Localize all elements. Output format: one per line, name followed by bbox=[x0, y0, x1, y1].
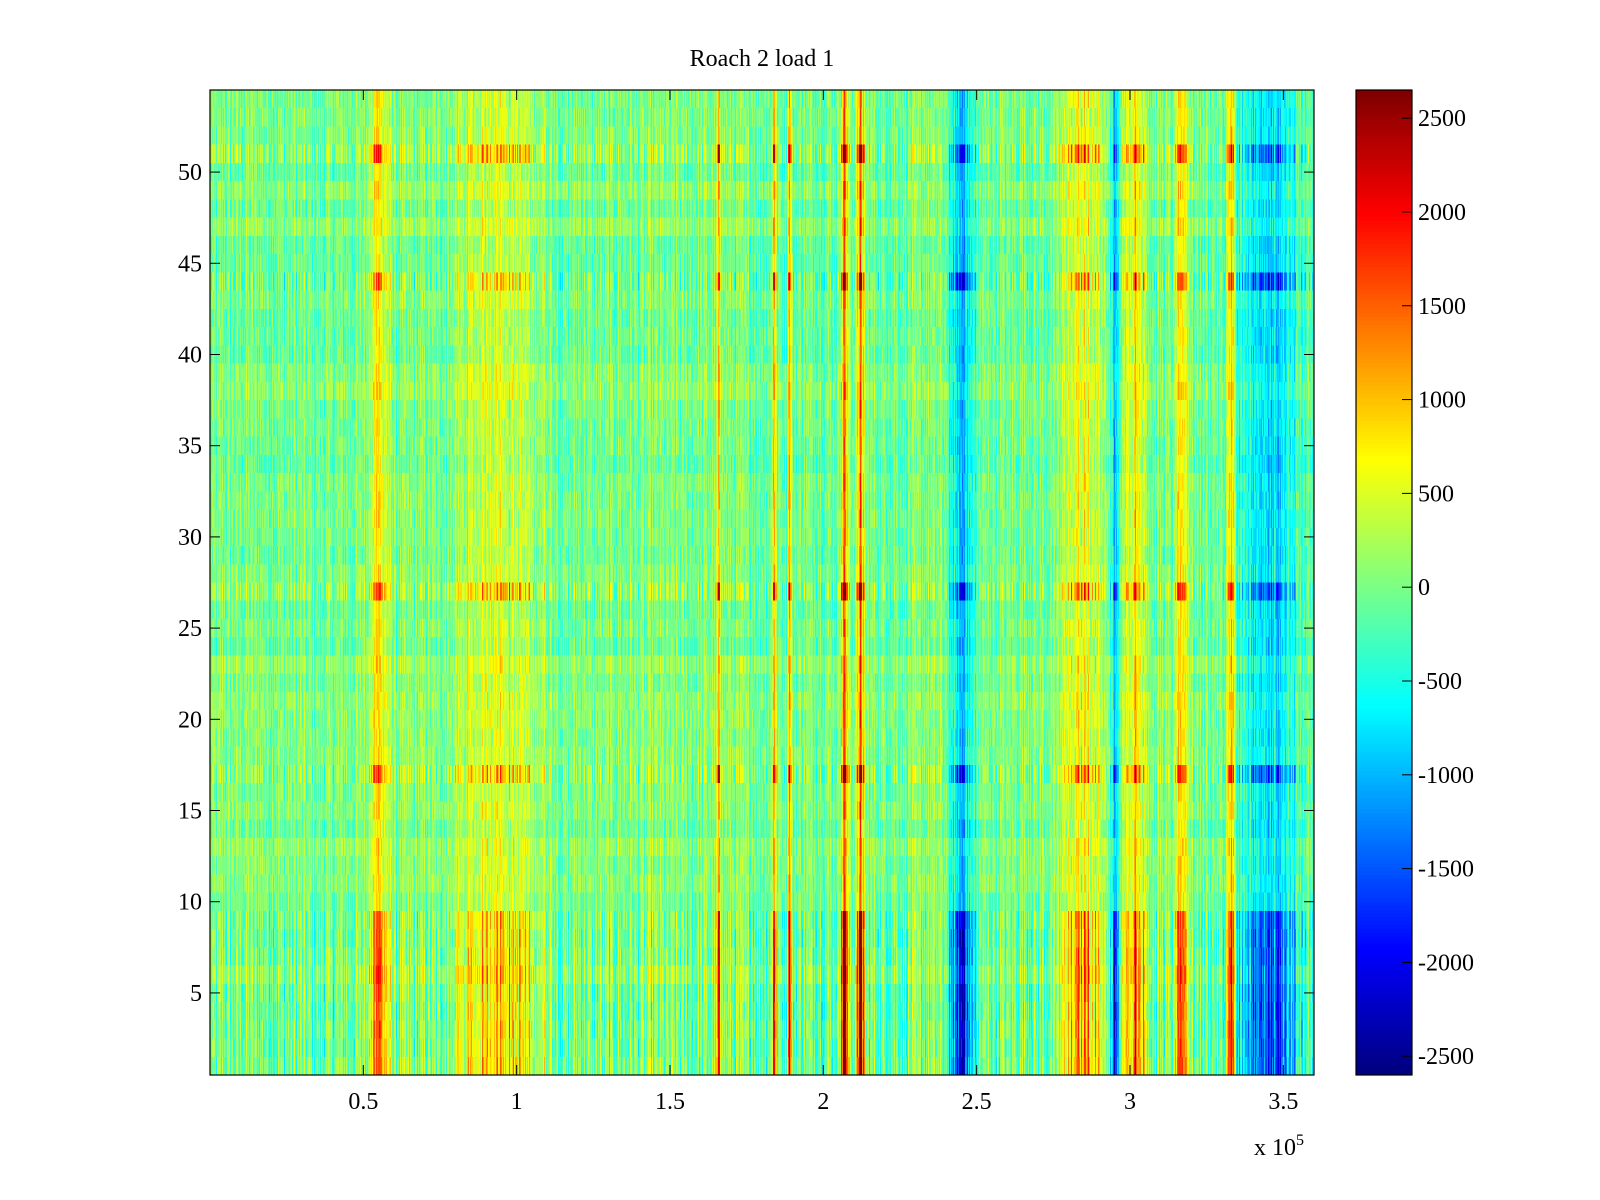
colorbar-tick-label: 2500 bbox=[1418, 106, 1466, 132]
colorbar-tick-label: -1000 bbox=[1418, 763, 1474, 789]
x-axis: 0.5 1 1.5 2 2.5 3 3.5 bbox=[348, 90, 1298, 1115]
colorbar-axis: 2500 2000 1500 1000 500 0 -500 -1000 -1500 -2000 -… bbox=[1402, 106, 1474, 1070]
y-tick-label: 15 bbox=[178, 799, 202, 825]
x-exponent-power: 5 bbox=[1296, 1132, 1304, 1149]
colorbar-frame bbox=[1355, 89, 1413, 1076]
chart-title: Roach 2 load 1 bbox=[690, 46, 835, 72]
colorbar-tick-label: 2000 bbox=[1418, 200, 1466, 226]
y-tick-label: 20 bbox=[178, 707, 202, 733]
colorbar-tick-label: 1000 bbox=[1418, 388, 1466, 414]
y-tick-label: 35 bbox=[178, 434, 202, 460]
y-tick-label: 25 bbox=[178, 616, 202, 642]
y-tick-label: 10 bbox=[178, 890, 202, 916]
colorbar-image bbox=[1356, 90, 1412, 1075]
x-tick-label: 3 bbox=[1124, 1089, 1136, 1115]
x-tick-label: 3.5 bbox=[1268, 1089, 1298, 1115]
x-tick-label: 2.5 bbox=[962, 1089, 992, 1115]
x-tick-label: 1 bbox=[511, 1089, 523, 1115]
colorbar-tick-label: 500 bbox=[1418, 481, 1454, 507]
colorbar-tick-label: 0 bbox=[1418, 575, 1430, 601]
x-tick-label: 1.5 bbox=[655, 1089, 685, 1115]
x-exponent-label: x 105 bbox=[1254, 1132, 1304, 1161]
colorbar-tick-label: 1500 bbox=[1418, 294, 1466, 320]
colorbar-tick-label: -1500 bbox=[1418, 857, 1474, 883]
colorbar-tick-label: -2000 bbox=[1418, 950, 1474, 976]
y-tick-label: 40 bbox=[178, 342, 202, 368]
y-axis: 5 10 15 20 25 30 35 40 45 50 bbox=[178, 160, 1314, 1007]
y-tick-label: 50 bbox=[178, 160, 202, 186]
x-tick-label: 0.5 bbox=[348, 1089, 378, 1115]
y-tick-label: 45 bbox=[178, 251, 202, 277]
x-exponent-base: x 10 bbox=[1254, 1135, 1296, 1161]
colorbar-tick-label: -2500 bbox=[1418, 1044, 1474, 1070]
heatmap-image bbox=[210, 90, 1314, 1075]
y-tick-label: 30 bbox=[178, 525, 202, 551]
colorbar-tick-label: -500 bbox=[1418, 669, 1462, 695]
y-tick-label: 5 bbox=[190, 981, 202, 1007]
x-tick-label: 2 bbox=[817, 1089, 829, 1115]
plot-frame bbox=[209, 89, 1315, 1076]
